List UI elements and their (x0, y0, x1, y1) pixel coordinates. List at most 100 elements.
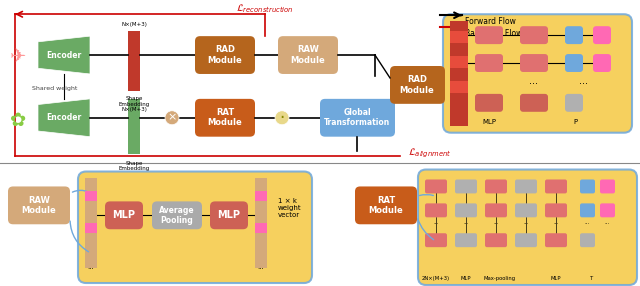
FancyBboxPatch shape (520, 94, 548, 112)
Text: ...: ... (554, 220, 559, 225)
Text: MLP: MLP (113, 210, 136, 220)
Text: $\mathcal{L}_{reconstruction}$: $\mathcal{L}_{reconstruction}$ (236, 2, 294, 15)
Text: $\mathcal{L}_{alignment}$: $\mathcal{L}_{alignment}$ (408, 147, 452, 160)
FancyBboxPatch shape (485, 203, 507, 217)
FancyBboxPatch shape (195, 99, 255, 137)
FancyBboxPatch shape (485, 233, 507, 247)
Text: ✈: ✈ (10, 47, 26, 65)
Text: Shape
Embedding
N×(M+3): Shape Embedding N×(M+3) (118, 96, 150, 112)
FancyBboxPatch shape (580, 203, 595, 217)
Text: ...: ... (529, 76, 538, 86)
Text: ✿: ✿ (10, 111, 26, 130)
FancyBboxPatch shape (485, 180, 507, 193)
FancyBboxPatch shape (320, 99, 395, 137)
Bar (450, 21, 468, 126)
Text: MLP: MLP (461, 276, 471, 281)
Text: Backward Flow: Backward Flow (465, 29, 522, 38)
FancyBboxPatch shape (443, 14, 632, 133)
Bar (128, 31, 140, 91)
FancyBboxPatch shape (278, 36, 338, 74)
Text: RAD
Module: RAD Module (207, 45, 243, 65)
Text: RAD
Module: RAD Module (399, 75, 435, 95)
Text: MLP: MLP (482, 119, 496, 125)
FancyBboxPatch shape (545, 233, 567, 247)
FancyBboxPatch shape (425, 180, 447, 193)
Text: ·: · (280, 109, 285, 127)
FancyBboxPatch shape (425, 203, 447, 217)
FancyBboxPatch shape (455, 233, 477, 247)
FancyBboxPatch shape (580, 180, 595, 193)
FancyBboxPatch shape (195, 36, 255, 74)
FancyBboxPatch shape (152, 201, 202, 229)
Text: RAT
Module: RAT Module (369, 196, 403, 215)
Text: ...: ... (88, 264, 94, 270)
FancyBboxPatch shape (593, 54, 611, 72)
FancyBboxPatch shape (545, 203, 567, 217)
FancyBboxPatch shape (475, 54, 503, 72)
FancyBboxPatch shape (475, 94, 503, 112)
Polygon shape (38, 99, 90, 137)
FancyBboxPatch shape (418, 170, 637, 285)
Text: Forward Flow: Forward Flow (465, 17, 516, 26)
Bar (255, 191, 267, 201)
FancyBboxPatch shape (105, 201, 143, 229)
Bar (85, 223, 97, 233)
FancyBboxPatch shape (455, 180, 477, 193)
Text: MLP: MLP (551, 276, 561, 281)
Text: Global
Transformation: Global Transformation (324, 108, 390, 128)
FancyBboxPatch shape (565, 54, 583, 72)
FancyBboxPatch shape (210, 201, 248, 229)
Text: ...: ... (604, 220, 610, 225)
Text: Average
Pooling: Average Pooling (159, 206, 195, 225)
Bar (450, 31, 468, 43)
FancyBboxPatch shape (355, 186, 417, 224)
Text: RAW
Module: RAW Module (291, 45, 325, 65)
Bar (85, 178, 97, 268)
Text: Shared weight: Shared weight (32, 86, 77, 92)
Text: Max-pooling: Max-pooling (484, 276, 516, 281)
FancyBboxPatch shape (8, 186, 70, 224)
Text: ...: ... (463, 220, 468, 225)
FancyBboxPatch shape (425, 233, 447, 247)
FancyBboxPatch shape (565, 26, 583, 44)
Text: Shape
Embedding: Shape Embedding (118, 160, 150, 171)
FancyBboxPatch shape (390, 66, 445, 104)
Bar (128, 99, 140, 154)
FancyBboxPatch shape (455, 203, 477, 217)
FancyBboxPatch shape (515, 233, 537, 247)
Bar (450, 101, 468, 109)
Text: RAT
Module: RAT Module (207, 108, 243, 128)
FancyBboxPatch shape (475, 26, 503, 44)
Text: 2N×(M+3): 2N×(M+3) (422, 276, 450, 281)
Bar (450, 81, 468, 93)
Polygon shape (38, 36, 90, 74)
Text: T: T (590, 276, 594, 281)
Text: ...: ... (493, 220, 499, 225)
Text: Encoder: Encoder (46, 113, 82, 122)
FancyBboxPatch shape (565, 94, 583, 112)
FancyBboxPatch shape (580, 233, 595, 247)
Bar (85, 191, 97, 201)
Text: ...: ... (584, 220, 589, 225)
Text: ...: ... (433, 220, 438, 225)
Bar (450, 56, 468, 68)
Text: ...: ... (524, 220, 529, 225)
FancyBboxPatch shape (600, 180, 615, 193)
FancyBboxPatch shape (515, 203, 537, 217)
FancyBboxPatch shape (593, 26, 611, 44)
Text: 1 × k
weight
vector: 1 × k weight vector (278, 198, 301, 218)
FancyBboxPatch shape (520, 54, 548, 72)
FancyBboxPatch shape (545, 180, 567, 193)
FancyBboxPatch shape (78, 172, 312, 283)
Text: ...: ... (579, 76, 588, 86)
Text: ...: ... (258, 264, 264, 270)
FancyBboxPatch shape (600, 203, 615, 217)
Text: Encoder: Encoder (46, 51, 82, 59)
Text: RAW
Module: RAW Module (22, 196, 56, 215)
Text: N×(M+3): N×(M+3) (121, 22, 147, 27)
Bar (255, 178, 267, 268)
Bar (255, 223, 267, 233)
Text: ×: × (167, 113, 177, 123)
Text: MLP: MLP (218, 210, 241, 220)
FancyBboxPatch shape (515, 180, 537, 193)
